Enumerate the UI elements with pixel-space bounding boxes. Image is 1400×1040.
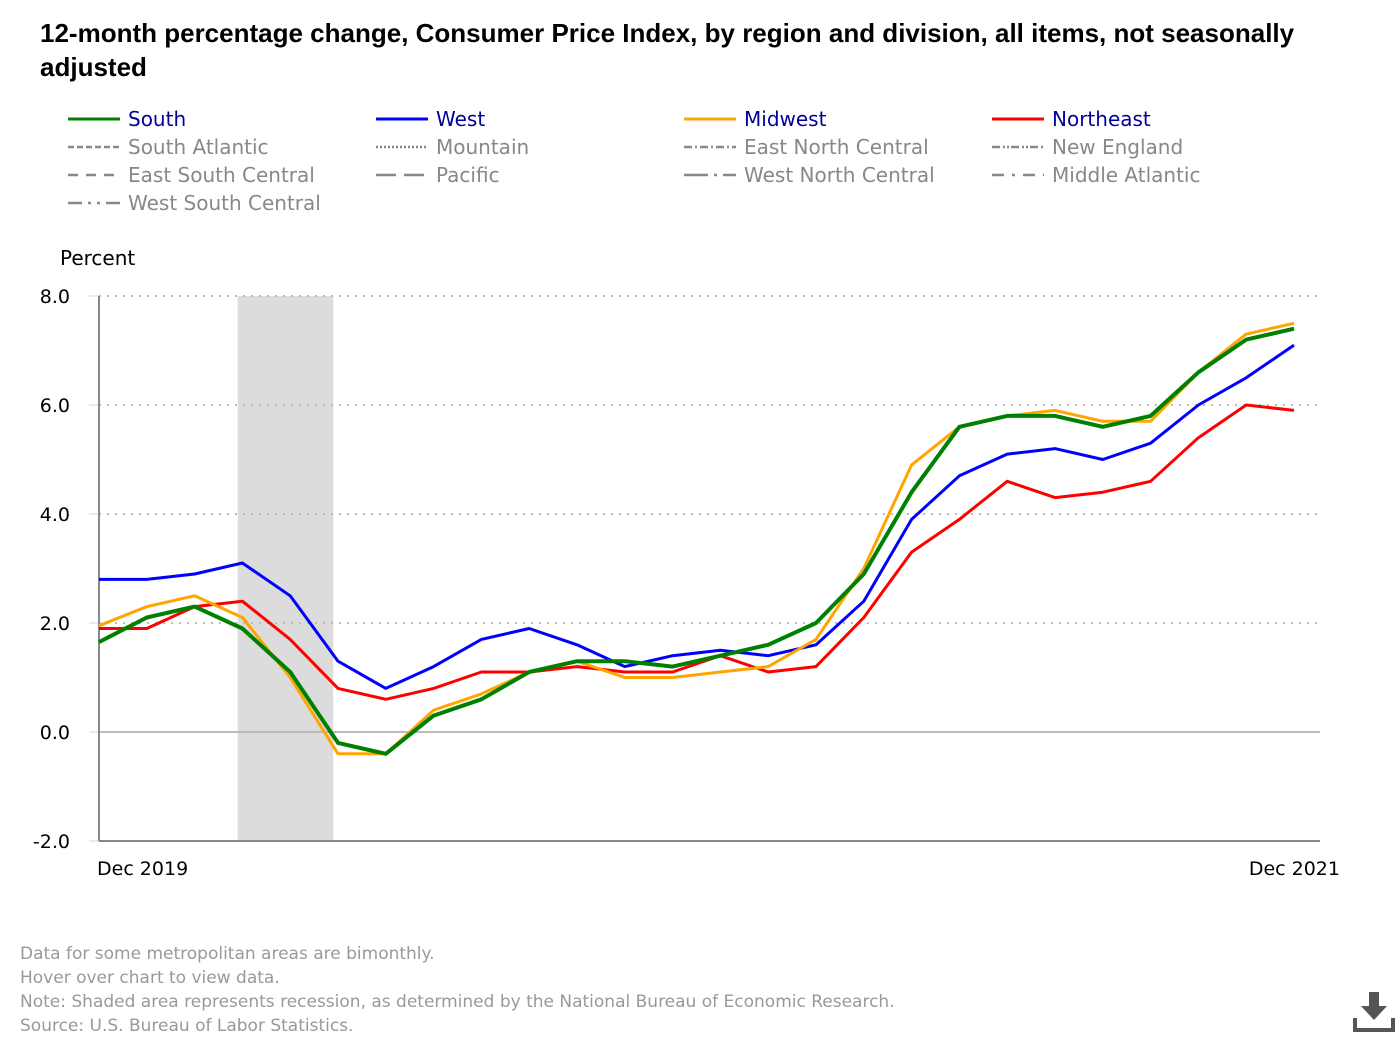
chart-notes: Data for some metropolitan areas are bim… xyxy=(20,942,895,1038)
legend-item-south-atlantic[interactable]: South Atlantic xyxy=(128,135,269,159)
legend-item-east-south-central[interactable]: East South Central xyxy=(128,163,315,187)
legend-item-pacific[interactable]: Pacific xyxy=(436,163,500,187)
y-axis-label: Percent xyxy=(60,246,135,270)
note-hover: Hover over chart to view data. xyxy=(20,968,280,988)
x-tick-label-last: Dec 2021 xyxy=(1249,858,1340,880)
legend-item-east-north-central[interactable]: East North Central xyxy=(744,135,929,159)
download-icon[interactable] xyxy=(1352,990,1396,1034)
series-line-south[interactable] xyxy=(98,326,1295,756)
series-line-west[interactable] xyxy=(99,343,1295,690)
y-tick-label: 8.0 xyxy=(40,286,70,308)
y-tick-label: 0.0 xyxy=(40,722,70,744)
chart-title: 12-month percentage change, Consumer Pri… xyxy=(40,18,1295,82)
legend-item-west[interactable]: West xyxy=(436,107,485,131)
y-tick-label: 2.0 xyxy=(40,613,70,635)
y-tick-label: 4.0 xyxy=(40,504,70,526)
note-source: Source: U.S. Bureau of Labor Statistics. xyxy=(20,1016,354,1036)
legend-item-south[interactable]: South xyxy=(128,107,186,131)
legend-item-midwest[interactable]: Midwest xyxy=(744,107,827,131)
note-recession: Note: Shaded area represents recession, … xyxy=(20,992,895,1012)
legend-item-west-north-central[interactable]: West North Central xyxy=(744,163,935,187)
y-tick-label: -2.0 xyxy=(33,831,70,853)
recession-shading xyxy=(237,296,334,841)
y-tick-label: 6.0 xyxy=(40,395,70,417)
legend-item-new-england[interactable]: New England xyxy=(1052,135,1183,159)
legend-item-northeast[interactable]: Northeast xyxy=(1052,107,1151,131)
legend-item-west-south-central[interactable]: West South Central xyxy=(128,191,321,215)
series-line-northeast[interactable] xyxy=(99,403,1295,701)
series-line-midwest[interactable] xyxy=(98,321,1295,756)
legend-item-mountain[interactable]: Mountain xyxy=(436,135,529,159)
note-bimonthly: Data for some metropolitan areas are bim… xyxy=(20,944,435,964)
x-tick-label-first: Dec 2019 xyxy=(97,858,188,880)
legend-item-middle-atlantic[interactable]: Middle Atlantic xyxy=(1052,163,1200,187)
